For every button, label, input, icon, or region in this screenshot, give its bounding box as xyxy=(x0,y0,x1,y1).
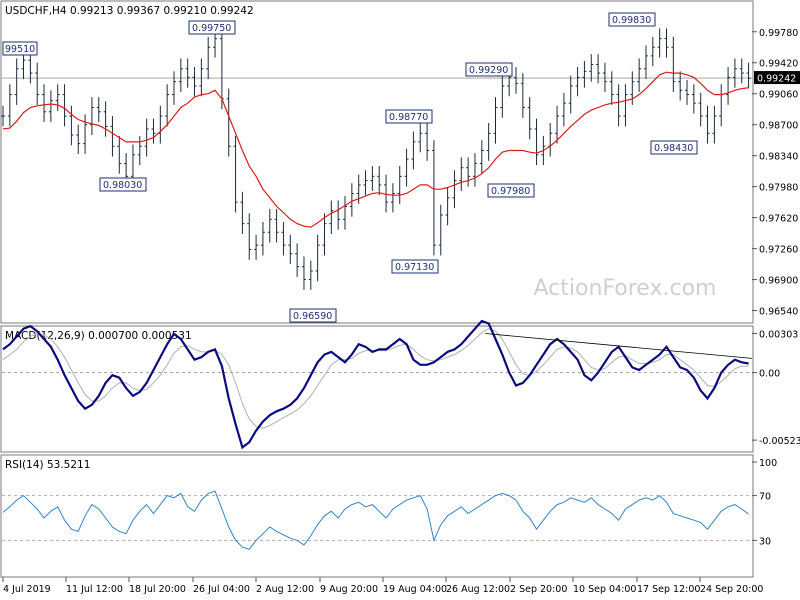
price-y-tick-label: 0.99420 xyxy=(759,59,798,70)
macd-y-tick-label: 0.00303 xyxy=(759,329,798,340)
rsi-y-tick-label: 30 xyxy=(759,536,771,547)
x-tick-label: 4 Jul 2019 xyxy=(3,584,51,595)
x-tick-label: 2 Aug 12:00 xyxy=(256,584,314,595)
price-panel: USDCHF,H4 0.99213 0.99367 0.99210 0.9924… xyxy=(0,0,800,324)
price-y-tick-label: 0.97980 xyxy=(759,183,798,194)
x-tick-label: 18 Jul 20:00 xyxy=(129,584,186,595)
price-annotation-label: 0.99830 xyxy=(612,15,651,26)
macd-line xyxy=(2,319,749,450)
last-price-label: 0.99242 xyxy=(757,74,796,85)
macd-panel: MACD(12,26,9) 0.000700 0.000531 0.00303 0… xyxy=(0,319,800,453)
rsi-line xyxy=(2,490,749,550)
price-annotation-label: 0.96590 xyxy=(293,311,332,322)
price-y-tick-label: 0.99780 xyxy=(759,28,798,39)
price-y-tick-label: 0.98700 xyxy=(759,121,798,132)
macd-title: MACD(12,26,9) 0.000700 0.000531 xyxy=(5,330,192,342)
last-price-box xyxy=(754,71,800,85)
price-annotation-box xyxy=(650,140,698,155)
price-annotation-box xyxy=(608,12,656,27)
rsi-title: RSI(14) 53.5211 xyxy=(5,459,90,471)
watermark: ActionForex.com xyxy=(534,276,717,301)
rsi-y-tick-label: 100 xyxy=(759,458,777,469)
x-tick-label: 10 Sep 04:00 xyxy=(573,584,636,595)
price-annotation-box xyxy=(465,62,513,77)
price-annotation-label: 0.99290 xyxy=(469,65,508,76)
price-title: USDCHF,H4 0.99213 0.99367 0.99210 0.9924… xyxy=(5,5,254,17)
price-y-tick-label: 0.97260 xyxy=(759,245,798,256)
price-y-tick-label: 0.97620 xyxy=(759,214,798,225)
price-annotation-box xyxy=(289,308,337,323)
moving-average-line xyxy=(2,71,749,228)
price-annotation-label: 0.98770 xyxy=(389,112,428,123)
price-annotation-box xyxy=(385,109,433,124)
macd-trendline xyxy=(485,333,753,359)
price-annotation-box xyxy=(99,177,147,192)
x-tick-label: 26 Jul 04:00 xyxy=(193,584,250,595)
price-annotation-box xyxy=(487,183,535,198)
price-annotation-label: 0.99750 xyxy=(192,23,231,34)
macd-y-tick-label: -0.005236 xyxy=(759,436,800,447)
price-annotation-label: 0.97980 xyxy=(491,186,530,197)
price-y-tick-label: 0.99060 xyxy=(759,90,798,101)
x-tick-label: 11 Jul 12:00 xyxy=(66,584,123,595)
x-tick-label: 26 Aug 12:00 xyxy=(446,584,510,595)
x-axis: 4 Jul 2019 11 Jul 12:00 18 Jul 20:00 26 Jul… xyxy=(2,577,763,595)
price-annotation-box xyxy=(188,20,236,35)
macd-y-tick-label: 0.00 xyxy=(759,369,780,380)
x-tick-label: 2 Sep 20:00 xyxy=(510,584,567,595)
x-tick-label: 24 Sep 20:00 xyxy=(700,584,763,595)
price-y-tick-label: 0.98340 xyxy=(759,152,798,163)
x-tick-label: 17 Sep 12:00 xyxy=(637,584,700,595)
price-annotation-box xyxy=(391,259,439,274)
rsi-panel: RSI(14) 53.5211 100 70 30 xyxy=(0,454,777,578)
price-y-tick-label: 0.96540 xyxy=(759,307,798,318)
x-tick-label: 9 Aug 20:00 xyxy=(320,584,378,595)
price-y-tick-label: 0.96900 xyxy=(759,276,798,287)
price-annotation-label: 99510 xyxy=(5,44,35,55)
price-annotation-label: 0.98430 xyxy=(654,143,693,154)
rsi-y-tick-label: 70 xyxy=(759,492,771,503)
price-annotation-label: 0.97130 xyxy=(395,262,434,273)
price-annotation-box xyxy=(2,41,38,56)
x-tick-label: 19 Aug 04:00 xyxy=(383,584,447,595)
price-annotation-label: 0.98030 xyxy=(103,180,142,191)
